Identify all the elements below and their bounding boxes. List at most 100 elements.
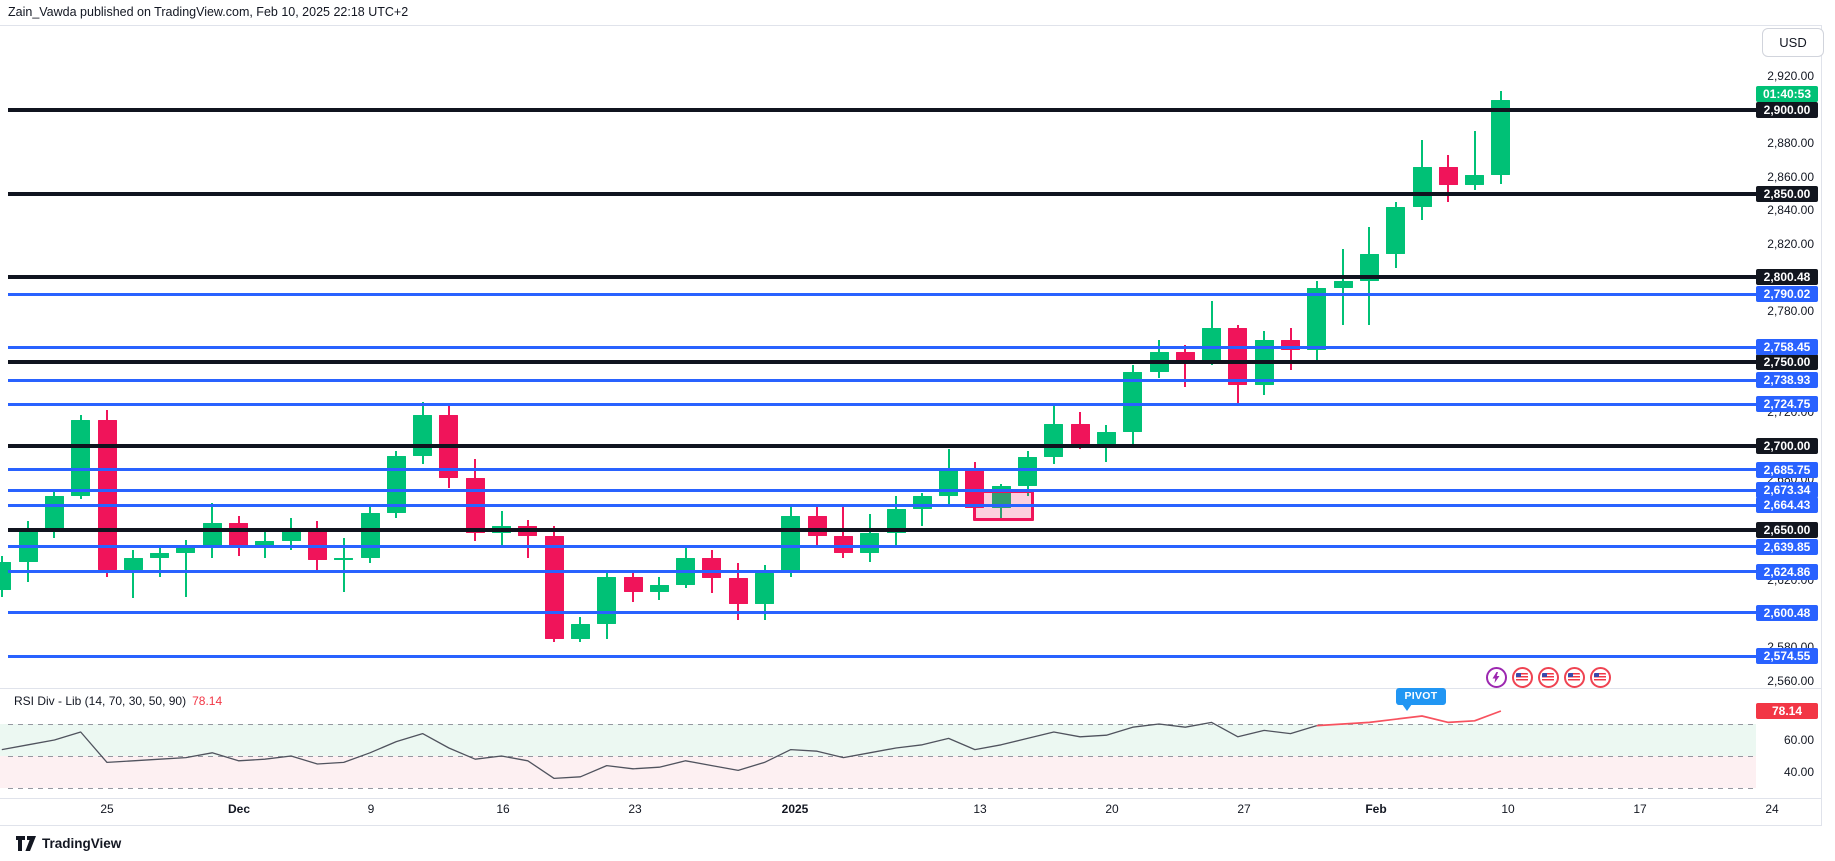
time-tick-Feb: Feb: [1365, 802, 1387, 816]
time-tick-25: 25: [100, 802, 114, 816]
candle-body: [150, 553, 170, 559]
candle-body: [1333, 280, 1353, 288]
price-badge-black: 2,700.00: [1756, 437, 1818, 454]
rsi-dashed-level-70: [8, 724, 1756, 725]
price-axis-label: 2,920.00: [1767, 69, 1814, 83]
candle-body: [807, 516, 827, 537]
candle-body: [833, 536, 853, 554]
hline-blue-2724.75: [8, 402, 1756, 406]
us-flag-icon[interactable]: [1563, 666, 1585, 688]
price-badge-blue: 2,758.45: [1756, 339, 1818, 356]
price-badge-blue: 2,574.55: [1756, 648, 1818, 665]
time-tick-17: 17: [1633, 802, 1647, 816]
price-axis-label: 2,780.00: [1767, 304, 1814, 319]
pivot-callout: PIVOT: [1396, 688, 1446, 705]
candle-body: [255, 541, 275, 549]
price-badge-blue: 2,639.85: [1756, 538, 1818, 555]
candle-body: [202, 522, 222, 547]
candle-body: [965, 469, 985, 508]
hline-blue-2624.86: [8, 570, 1756, 574]
currency-button[interactable]: USD: [1762, 28, 1824, 57]
us-flag-graphic: [1594, 673, 1606, 681]
hline-black-2700: [8, 443, 1756, 448]
rsi-indicator-value: 78.14: [192, 694, 223, 708]
time-tick-23: 23: [628, 802, 642, 816]
candle-body: [755, 573, 774, 604]
hline-blue-2600.48: [8, 611, 1756, 615]
rsi-axis-label: 40.00: [1783, 765, 1814, 779]
tradingview-logo-text: TradingView: [42, 836, 122, 851]
candle-body: [281, 529, 301, 542]
time-tick-27: 27: [1237, 802, 1251, 816]
hline-blue-2574.55: [8, 654, 1756, 658]
tradingview-logo[interactable]: TradingView: [16, 836, 121, 851]
rsi-dashed-level-50: [8, 756, 1756, 757]
hline-black-2900: [8, 107, 1756, 112]
hline-blue-2758.45: [8, 345, 1756, 349]
candle-body: [307, 529, 327, 560]
price-axis-label: 2,560.00: [1767, 673, 1814, 688]
price-badge-blue: 2,724.75: [1756, 396, 1818, 413]
hline-black-2850: [8, 191, 1756, 196]
chart-bottom-border: [0, 825, 1822, 826]
hline-blue-2685.75: [8, 468, 1756, 472]
candle-body: [886, 509, 906, 533]
price-axis-label: 2,880.00: [1767, 136, 1814, 151]
price-badge-blue: 2,664.43: [1756, 497, 1818, 514]
candle-body: [123, 558, 143, 570]
candle-body: [1070, 423, 1090, 444]
hline-blue-2664.43: [8, 503, 1756, 507]
us-flag-icon[interactable]: [1589, 666, 1611, 688]
candle-body: [912, 496, 932, 510]
time-tick-13: 13: [973, 802, 987, 816]
price-badge-blue: 2,738.93: [1756, 372, 1818, 389]
hline-blue-2790.02: [8, 292, 1756, 296]
candle-body: [1465, 175, 1485, 186]
rsi-value-badge: 78.14: [1756, 702, 1818, 719]
candle-body: [176, 546, 196, 554]
attribution-text: Zain_Vawda published on TradingView.com,…: [8, 5, 409, 19]
us-flag-icon[interactable]: [1537, 666, 1559, 688]
rsi-dashed-level-30: [8, 788, 1756, 789]
timeaxis-separator: [0, 798, 1822, 799]
rsi-line-svg: [1, 710, 1502, 780]
candle-body: [71, 420, 91, 496]
us-flag-icon[interactable]: [1511, 666, 1533, 688]
price-axis-label: 2,860.00: [1767, 169, 1814, 184]
price-badge-black: 2,750.00: [1756, 353, 1818, 370]
candle-wick: [921, 492, 924, 527]
candle-body: [649, 585, 669, 592]
rsi-indicator-name: RSI Div - Lib (14, 70, 30, 50, 90): [14, 694, 187, 708]
chart-right-border: [1821, 25, 1822, 826]
lightning-icon[interactable]: [1485, 666, 1507, 688]
candle-body: [360, 512, 380, 559]
candle-wick: [342, 538, 345, 592]
candle-body: [1096, 432, 1116, 444]
candle-body: [623, 576, 643, 592]
candle-body: [1202, 328, 1222, 362]
price-badge-black: 2,800.48: [1756, 268, 1818, 285]
candle-body: [1044, 423, 1064, 458]
candle-body: [939, 469, 959, 496]
candle-body: [1438, 166, 1458, 186]
candle-body: [702, 558, 722, 579]
price-badge-black: 2,900.00: [1756, 101, 1818, 118]
time-tick-24: 24: [1765, 802, 1779, 816]
pane-separator: [0, 688, 1822, 689]
rsi-line-red-segment: [1316, 710, 1502, 727]
hline-blue-2673.34: [8, 488, 1756, 492]
candle-wick: [1473, 131, 1476, 191]
price-badge-blue: 2,624.86: [1756, 563, 1818, 580]
candle-body: [1307, 287, 1327, 350]
hline-blue-2738.93: [8, 378, 1756, 382]
price-badge-blue: 2,685.75: [1756, 461, 1818, 478]
candle-body: [1175, 351, 1195, 362]
candle-body: [570, 623, 590, 639]
rsi-indicator-title: RSI Div - Lib (14, 70, 30, 50, 90) 78.14: [14, 694, 222, 708]
candle-body: [728, 578, 748, 604]
candle-body: [1491, 99, 1511, 176]
price-badge-blue: 2,790.02: [1756, 286, 1818, 303]
hline-blue-2639.85: [8, 545, 1756, 549]
pivot-callout-pointer: [1402, 704, 1412, 711]
